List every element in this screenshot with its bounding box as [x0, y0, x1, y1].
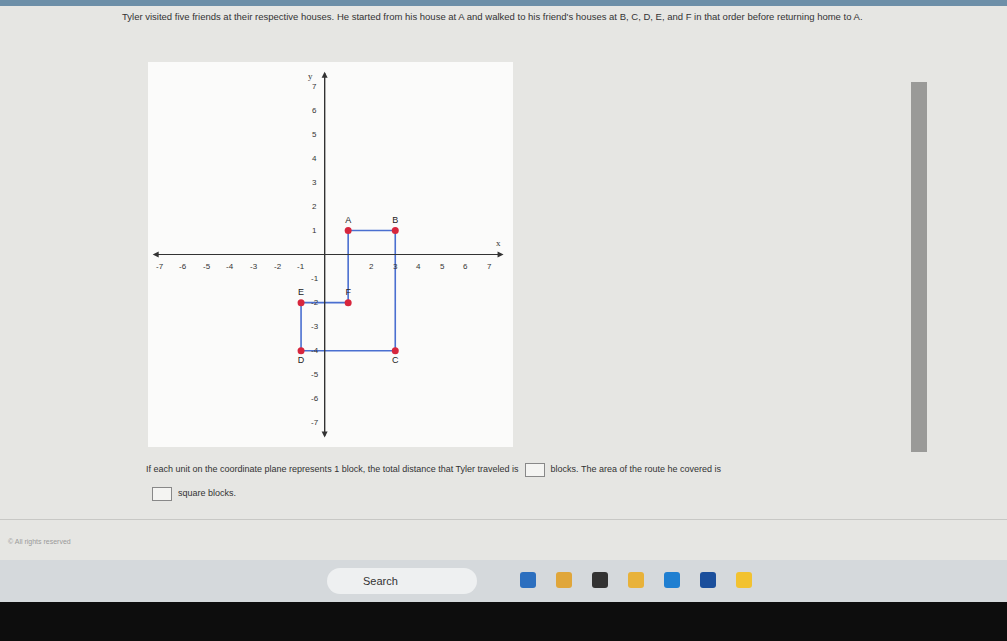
- svg-text:A: A: [345, 215, 351, 225]
- html-text:square blocks.: square blocks.: [178, 488, 236, 498]
- svg-text:5: 5: [312, 130, 317, 139]
- svg-text:-6: -6: [179, 262, 187, 271]
- svg-text:3: 3: [312, 178, 317, 187]
- html-text:If each unit on the coordinate: If each unit on the coordinate plane rep…: [146, 464, 519, 474]
- svg-text:6: 6: [463, 262, 468, 271]
- svg-text:-7: -7: [156, 262, 164, 271]
- svg-text:-5: -5: [311, 370, 319, 379]
- svg-text:-4: -4: [311, 346, 319, 355]
- html-text:© All rights reserved: © All rights reserved: [8, 538, 71, 545]
- svg-text:C: C: [392, 355, 399, 365]
- svg-text:y: y: [308, 71, 313, 81]
- svg-text:-2: -2: [274, 262, 282, 271]
- svg-text:-3: -3: [311, 322, 319, 331]
- svg-text:3: 3: [393, 262, 398, 271]
- svg-text:4: 4: [312, 154, 317, 163]
- svg-text:-1: -1: [311, 274, 319, 283]
- svg-text:-2: -2: [311, 298, 319, 307]
- svg-text:6: 6: [312, 106, 317, 115]
- svg-text:5: 5: [440, 262, 445, 271]
- svg-text:1: 1: [312, 226, 317, 235]
- svg-text:-7: -7: [311, 418, 319, 427]
- svg-text:7: 7: [487, 262, 492, 271]
- svg-text:4: 4: [416, 262, 421, 271]
- svg-text:F: F: [345, 287, 351, 297]
- svg-text:-1: -1: [297, 262, 305, 271]
- svg-text:-5: -5: [203, 262, 211, 271]
- html-text:Search: Search: [363, 575, 398, 587]
- svg-text:-3: -3: [250, 262, 258, 271]
- svg-text:7: 7: [312, 82, 317, 91]
- svg-text:x: x: [496, 238, 501, 248]
- svg-text:2: 2: [369, 262, 374, 271]
- svg-text:B: B: [392, 215, 398, 225]
- html-text:Tyler visited five friends at: Tyler visited five friends at their resp…: [122, 11, 863, 22]
- svg-text:-4: -4: [226, 262, 234, 271]
- svg-text:D: D: [298, 355, 305, 365]
- svg-text:-6: -6: [311, 394, 319, 403]
- svg-text:2: 2: [312, 202, 317, 211]
- svg-text:E: E: [298, 287, 304, 297]
- html-text:blocks. The area of the route: blocks. The area of the route he covered…: [550, 464, 721, 474]
